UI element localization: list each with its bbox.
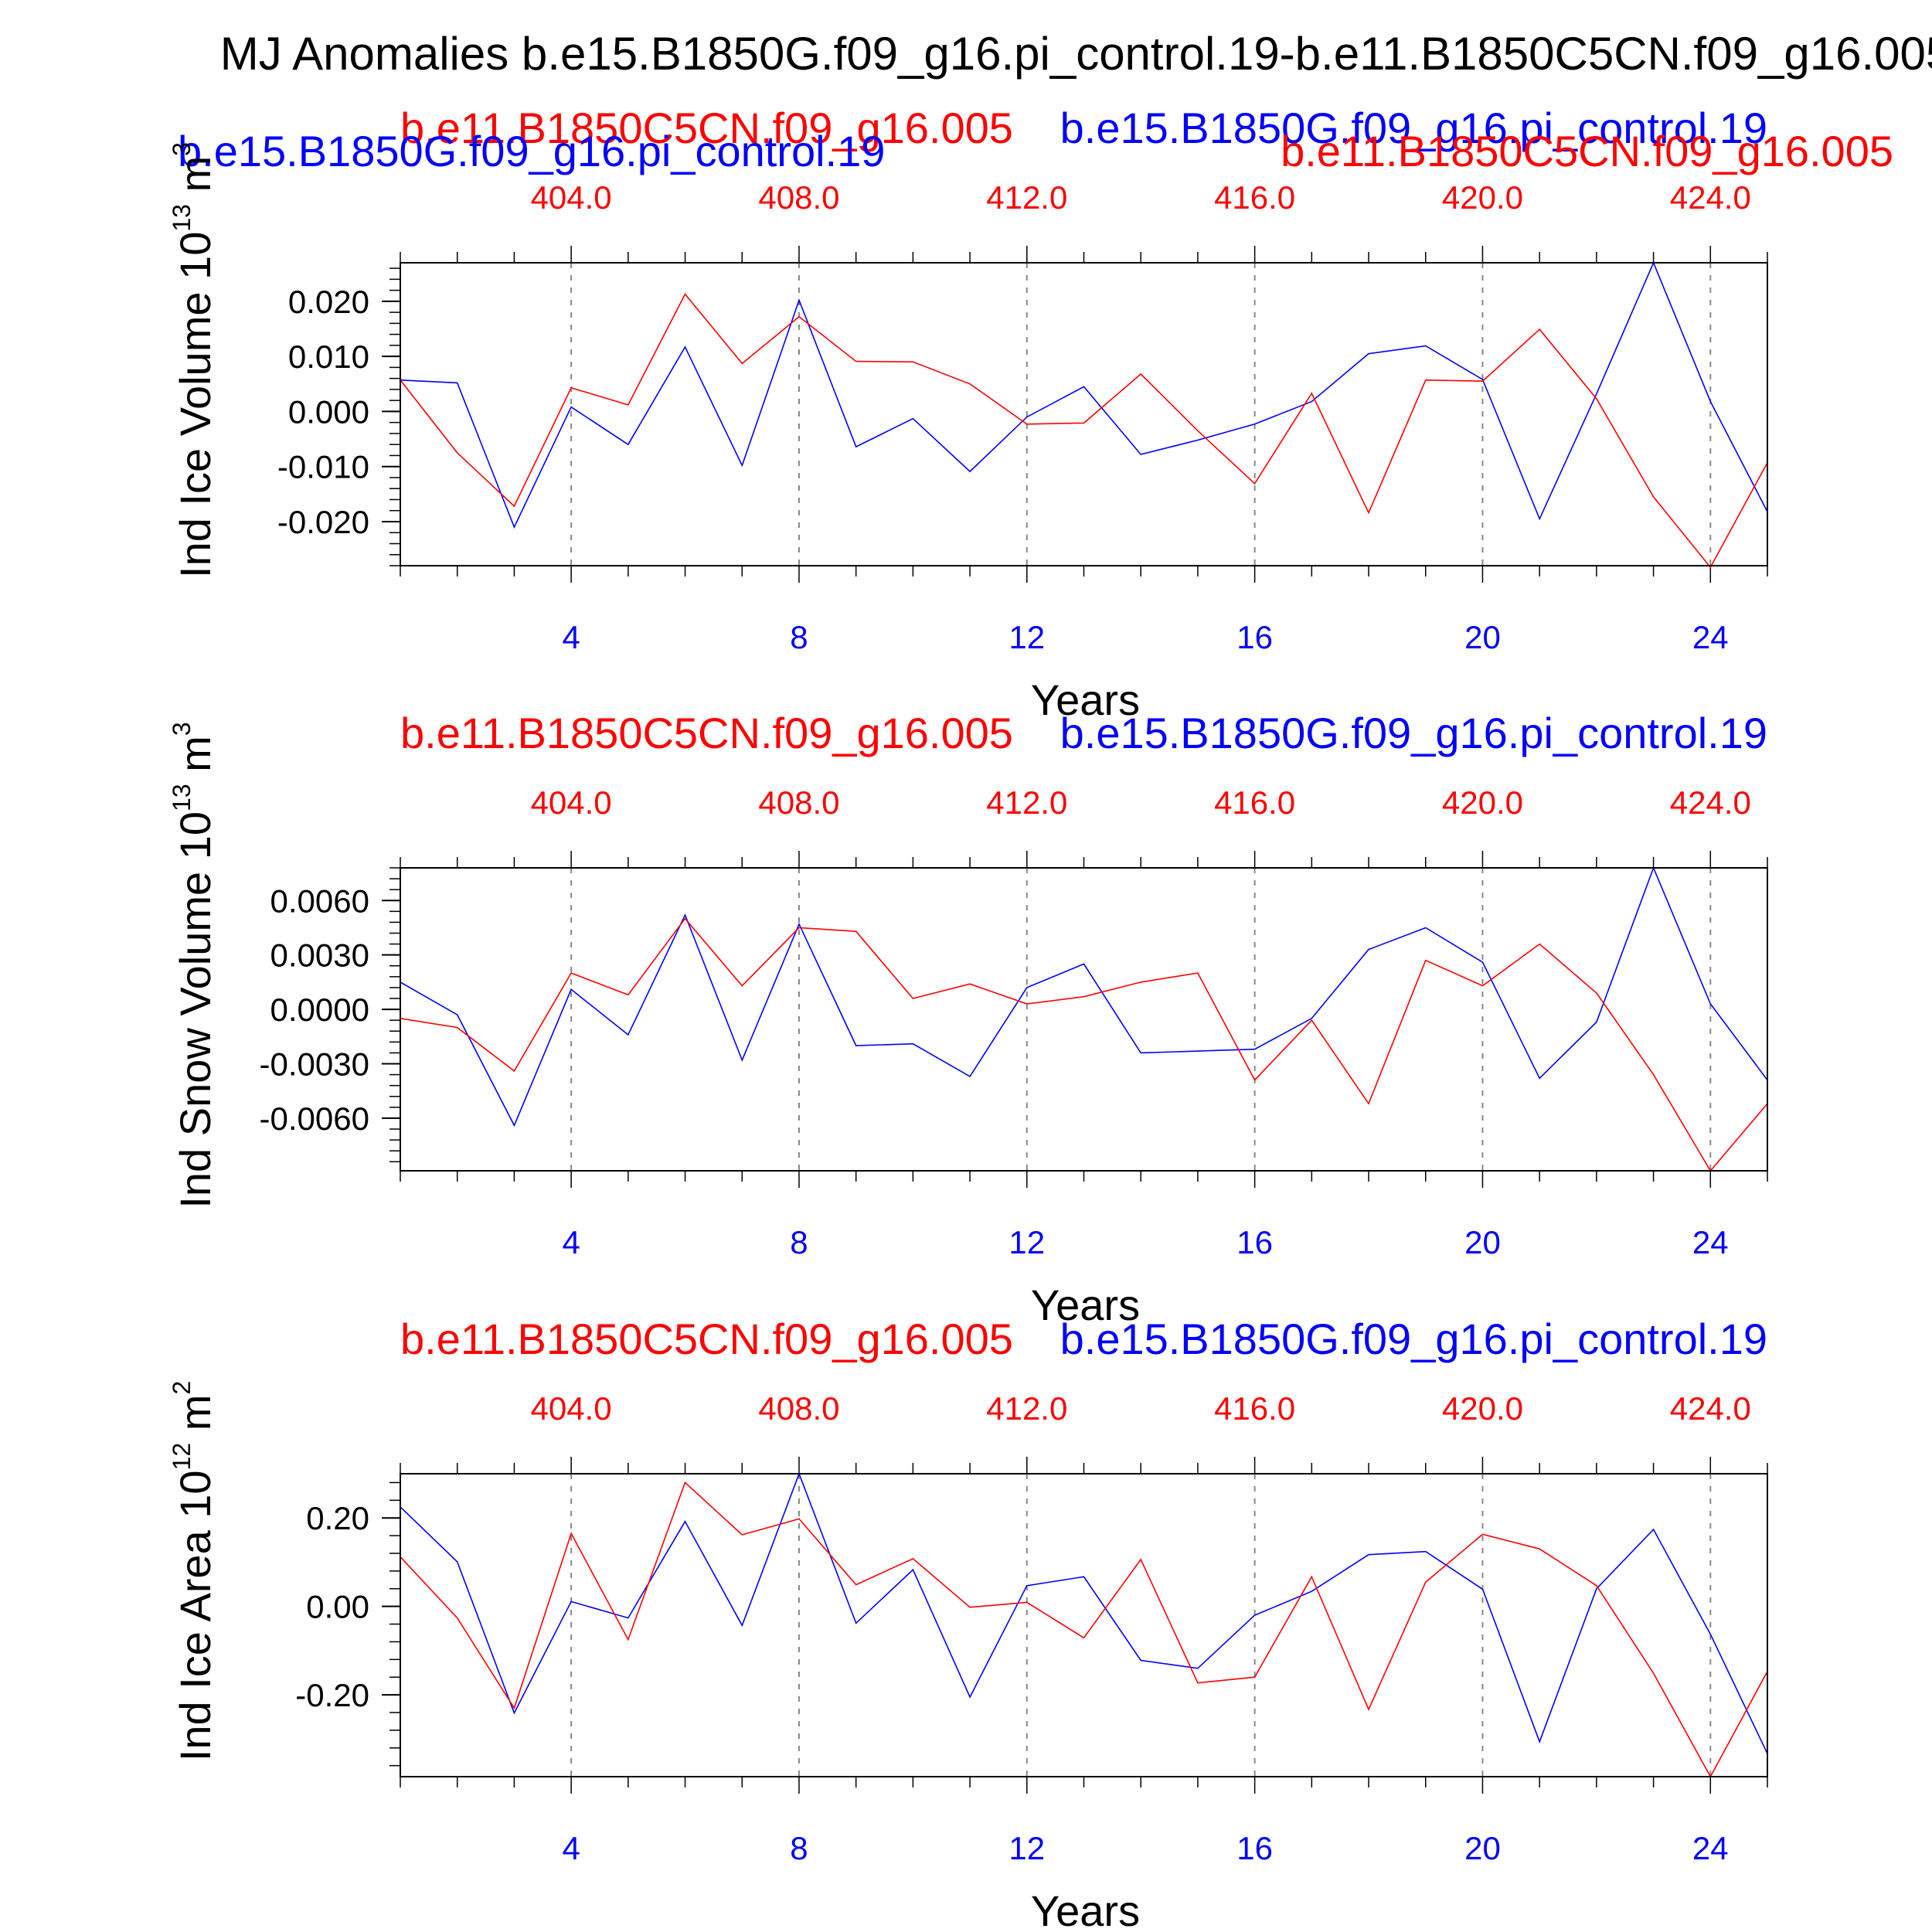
y-tick-label: 0.0000 (270, 992, 369, 1028)
x-tick-label-top: 404.0 (531, 179, 612, 216)
y-tick-label: -0.20 (295, 1677, 369, 1713)
case1-title: b.e15.B1850G.f09_g16.pi_control.19 (1060, 104, 1767, 152)
x-tick-label-bottom: 12 (1009, 619, 1045, 655)
series-line-case1 (400, 1471, 1768, 1754)
x-tick-label-bottom: 16 (1236, 1830, 1273, 1866)
y-tick-label: 0.010 (288, 338, 369, 375)
case1-title: b.e15.B1850G.f09_g16.pi_control.19 (1060, 1315, 1767, 1363)
x-tick-label-bottom: 20 (1464, 619, 1501, 655)
x-tick-label-top: 420.0 (1442, 179, 1523, 216)
series-line-case2 (400, 1481, 1768, 1778)
x-tick-label-bottom: 8 (790, 1830, 808, 1866)
x-tick-label-top: 424.0 (1670, 784, 1751, 821)
series-line-case1 (400, 866, 1768, 1128)
plot-frame (400, 1473, 1768, 1777)
x-tick-label-bottom: 16 (1236, 1224, 1273, 1260)
x-tick-label-top: 416.0 (1214, 179, 1295, 216)
x-tick-label-top: 412.0 (986, 784, 1067, 821)
y-axis-label: Ind Ice Area 1012 m2 (168, 1381, 219, 1761)
x-tick-label-bottom: 24 (1692, 619, 1729, 655)
case2-title-extra: b.e11.B1850C5CN.f09_g16.005 (1281, 127, 1893, 175)
x-tick-label-bottom: 20 (1464, 1224, 1501, 1260)
y-tick-label: 0.0060 (270, 883, 369, 919)
x-tick-label-top: 408.0 (758, 179, 839, 216)
case2-title: b.e11.B1850C5CN.f09_g16.005 (400, 1315, 1013, 1363)
x-tick-label-top: 420.0 (1442, 784, 1523, 821)
plot-frame (400, 867, 1768, 1172)
x-tick-label-top: 404.0 (531, 784, 612, 821)
x-tick-label-top: 420.0 (1442, 1390, 1523, 1427)
y-tick-label: -0.0030 (260, 1046, 369, 1083)
case2-title: b.e11.B1850C5CN.f09_g16.005 (400, 104, 1013, 152)
y-tick-label: 0.0030 (270, 937, 369, 974)
x-tick-label-bottom: 12 (1009, 1830, 1045, 1866)
x-tick-label-bottom: 8 (790, 619, 808, 655)
x-tick-label-top: 404.0 (531, 1390, 612, 1427)
case1-title-extra: b.e15.B1850G.f09_g16.pi_control.19 (178, 127, 885, 175)
chart-panel-2: 0.0060 0.0030 0.0000 -0.0030 -0.0060 4 8 12 16 20… (168, 709, 1768, 1329)
x-tick-label-bottom: 4 (562, 619, 580, 655)
panels: 0.020 0.010 0.000 -0.010 -0.020 4 8 12 16 20 24 404… (168, 104, 1893, 1932)
plot-frame (400, 262, 1768, 566)
x-tick-label-top: 408.0 (758, 1390, 839, 1427)
case1-title: b.e15.B1850G.f09_g16.pi_control.19 (1060, 709, 1767, 757)
series-line-case2 (400, 293, 1768, 569)
series-line-case2 (400, 917, 1768, 1172)
y-tick-label: 0.000 (288, 393, 369, 430)
x-axis-label: Years (1031, 1886, 1140, 1932)
x-tick-label-top: 416.0 (1214, 1390, 1295, 1427)
y-tick-label: -0.020 (277, 504, 369, 540)
x-axis-label: Years (1031, 675, 1140, 724)
x-tick-label-bottom: 12 (1009, 1224, 1045, 1260)
y-tick-label: -0.0060 (260, 1100, 369, 1137)
case2-title: b.e11.B1850C5CN.f09_g16.005 (400, 709, 1013, 757)
x-tick-label-bottom: 24 (1692, 1224, 1729, 1260)
x-tick-label-bottom: 4 (562, 1224, 580, 1260)
y-tick-label: 0.020 (288, 284, 369, 320)
x-tick-label-bottom: 4 (562, 1830, 580, 1866)
y-axis-label: Ind Snow Volume 1013 m3 (168, 722, 219, 1208)
x-tick-label-top: 412.0 (986, 179, 1067, 216)
y-axis-label: Ind Ice Volume 1013 m3 (168, 142, 219, 578)
x-tick-label-bottom: 16 (1236, 619, 1273, 655)
y-tick-label: 0.00 (306, 1589, 369, 1625)
x-tick-label-top: 412.0 (986, 1390, 1067, 1427)
x-tick-label-bottom: 20 (1464, 1830, 1501, 1866)
x-tick-label-top: 408.0 (758, 784, 839, 821)
x-tick-label-bottom: 8 (790, 1224, 808, 1260)
page-title: MJ Anomalies b.e15.B1850G.f09_g16.pi_con… (220, 28, 1932, 80)
y-tick-label: -0.010 (277, 449, 369, 485)
x-axis-label: Years (1031, 1281, 1140, 1329)
x-tick-label-bottom: 24 (1692, 1830, 1729, 1866)
x-tick-label-top: 424.0 (1670, 1390, 1751, 1427)
series-line-case1 (400, 260, 1768, 529)
x-tick-label-top: 416.0 (1214, 784, 1295, 821)
x-tick-label-top: 424.0 (1670, 179, 1751, 216)
chart-panel-3: 0.20 0.00 -0.20 4 8 12 16 20 24 404.0 408.0 412.0 41… (168, 1315, 1768, 1932)
y-tick-label: 0.20 (306, 1500, 369, 1536)
chart-panel-1: 0.020 0.010 0.000 -0.010 -0.020 4 8 12 16 20 24 404… (168, 104, 1893, 724)
